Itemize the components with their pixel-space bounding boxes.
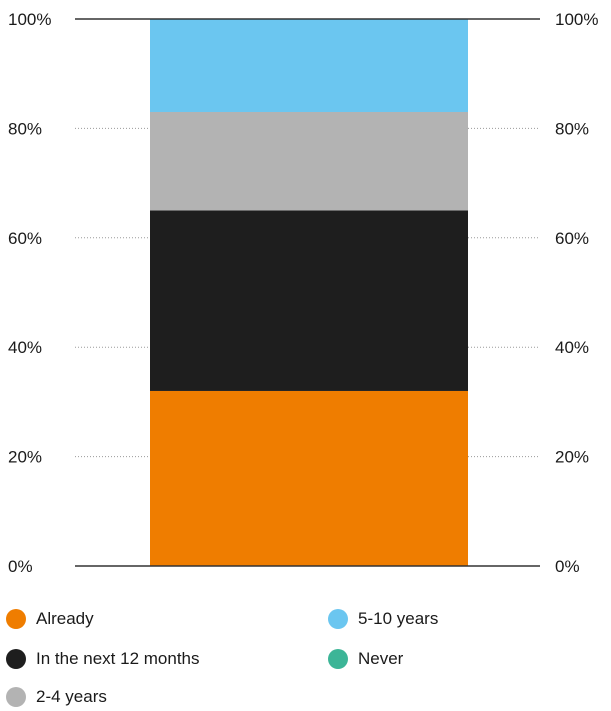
legend-item: In the next 12 months [6, 649, 200, 669]
legend-item: 2-4 years [6, 687, 107, 707]
legend-item: Never [328, 649, 403, 669]
y-tick-label-right: 40% [555, 338, 589, 357]
legend-label: 2-4 years [36, 687, 107, 706]
bar-segment-in-the-next-12-months [150, 210, 468, 391]
y-tick-label-right: 20% [555, 448, 589, 467]
axes [75, 18, 540, 567]
legend: Already In the next 12 months 2-4 years 5-1… [0, 600, 611, 711]
bar-segment-2-4-years [150, 111, 468, 211]
y-tick-label-right: 80% [555, 119, 589, 138]
legend-swatch [6, 687, 26, 707]
legend-item: 5-10 years [328, 609, 438, 629]
y-axis-right-ticks: 0% 20% 40% 60% 80% 100% [555, 10, 598, 576]
legend-swatch [6, 609, 26, 629]
bar-segment-5-10-years [150, 19, 468, 112]
y-tick-label-right: 60% [555, 229, 589, 248]
legend-label: Never [358, 649, 404, 668]
y-axis-left-ticks: 0% 20% 40% 60% 80% 100% [8, 10, 51, 576]
y-tick-label-left: 100% [8, 10, 51, 29]
legend-label: In the next 12 months [36, 649, 200, 668]
y-tick-label-right: 0% [555, 557, 580, 576]
legend-label: Already [36, 609, 94, 628]
legend-swatch [328, 609, 348, 629]
legend-swatch [6, 649, 26, 669]
legend-swatch [328, 649, 348, 669]
bar-stack [150, 19, 468, 566]
y-tick-label-left: 40% [8, 338, 42, 357]
y-tick-label-left: 0% [8, 557, 33, 576]
y-tick-label-left: 80% [8, 119, 42, 138]
y-tick-label-left: 20% [8, 448, 42, 467]
y-tick-label-right: 100% [555, 10, 598, 29]
legend-item: Already [6, 609, 94, 629]
y-tick-label-left: 60% [8, 229, 42, 248]
stacked-bar-chart: 0% 20% 40% 60% 80% 100% 0% 20% 40% 60% 80% 100% [8, 10, 598, 576]
bar-segment-already [150, 390, 468, 566]
legend-label: 5-10 years [358, 609, 439, 628]
